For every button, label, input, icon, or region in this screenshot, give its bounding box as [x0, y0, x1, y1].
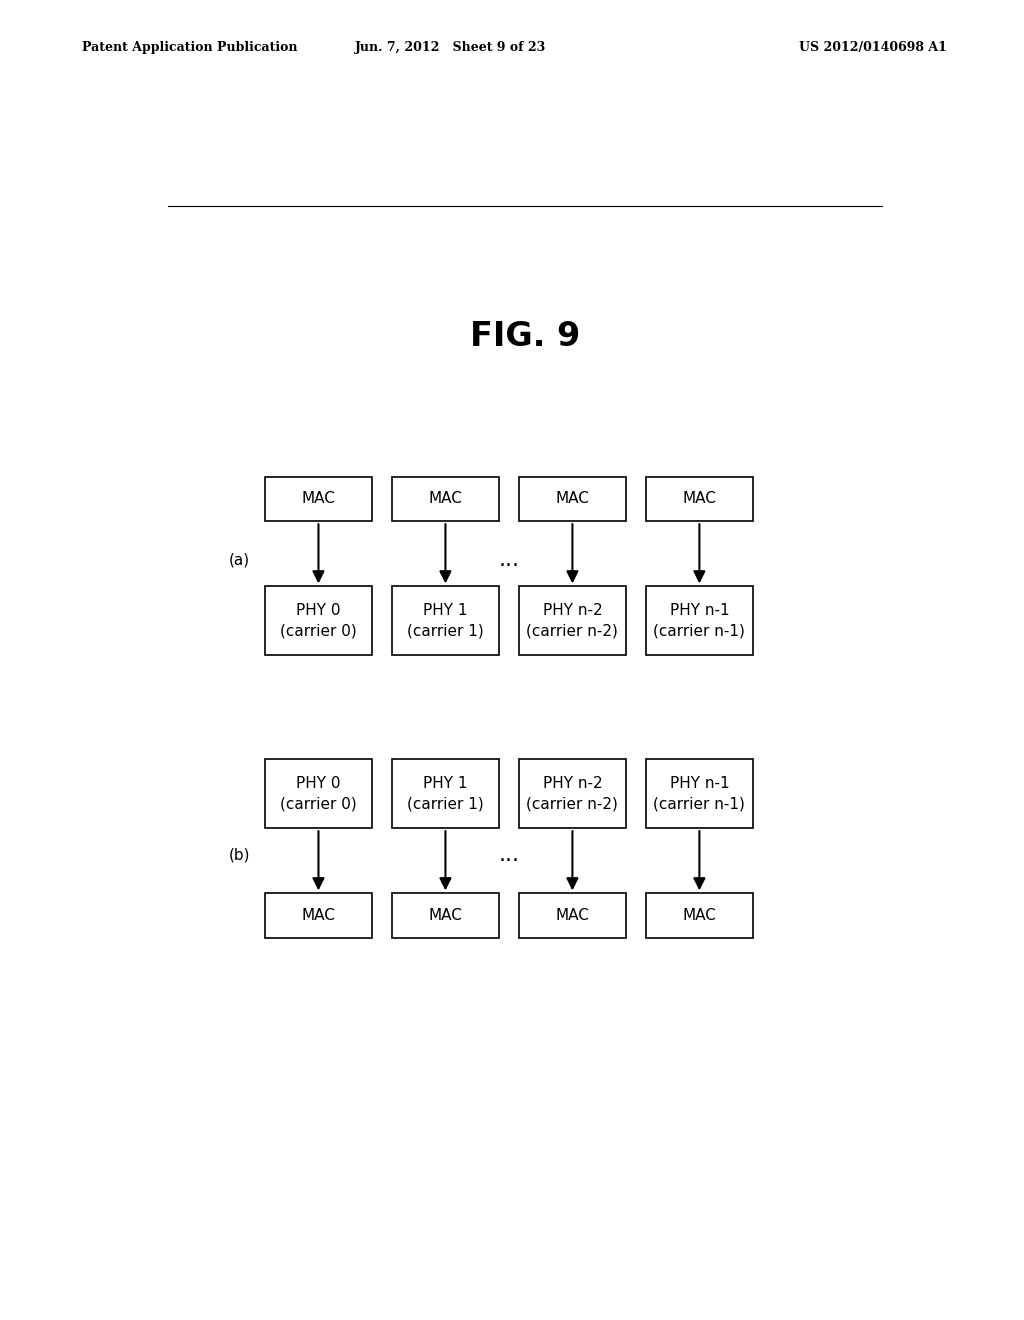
FancyBboxPatch shape [392, 586, 499, 656]
FancyBboxPatch shape [519, 894, 626, 939]
FancyBboxPatch shape [519, 586, 626, 656]
Text: (b): (b) [228, 847, 250, 862]
FancyBboxPatch shape [646, 586, 753, 656]
FancyBboxPatch shape [265, 477, 372, 521]
Text: MAC: MAC [428, 491, 463, 507]
Text: MAC: MAC [301, 491, 336, 507]
Text: ...: ... [499, 845, 519, 865]
FancyBboxPatch shape [646, 894, 753, 939]
Text: PHY 0
(carrier 0): PHY 0 (carrier 0) [281, 603, 356, 639]
Text: PHY n-2
(carrier n-2): PHY n-2 (carrier n-2) [526, 603, 618, 639]
FancyBboxPatch shape [392, 894, 499, 939]
FancyBboxPatch shape [519, 477, 626, 521]
Text: MAC: MAC [301, 908, 336, 923]
Text: PHY 1
(carrier 1): PHY 1 (carrier 1) [408, 603, 483, 639]
Text: PHY 0
(carrier 0): PHY 0 (carrier 0) [281, 776, 356, 810]
Text: MAC: MAC [555, 908, 590, 923]
Text: (a): (a) [228, 552, 250, 568]
FancyBboxPatch shape [392, 477, 499, 521]
Text: MAC: MAC [682, 908, 717, 923]
Text: MAC: MAC [428, 908, 463, 923]
FancyBboxPatch shape [265, 586, 372, 656]
Text: PHY n-2
(carrier n-2): PHY n-2 (carrier n-2) [526, 776, 618, 810]
FancyBboxPatch shape [392, 759, 499, 828]
Text: US 2012/0140698 A1: US 2012/0140698 A1 [799, 41, 946, 54]
Text: FIG. 9: FIG. 9 [470, 319, 580, 352]
FancyBboxPatch shape [646, 759, 753, 828]
FancyBboxPatch shape [265, 894, 372, 939]
Text: PHY 1
(carrier 1): PHY 1 (carrier 1) [408, 776, 483, 810]
Text: ...: ... [499, 550, 519, 570]
FancyBboxPatch shape [646, 477, 753, 521]
Text: MAC: MAC [682, 491, 717, 507]
FancyBboxPatch shape [265, 759, 372, 828]
Text: PHY n-1
(carrier n-1): PHY n-1 (carrier n-1) [653, 776, 745, 810]
Text: Patent Application Publication: Patent Application Publication [82, 41, 297, 54]
Text: PHY n-1
(carrier n-1): PHY n-1 (carrier n-1) [653, 603, 745, 639]
FancyBboxPatch shape [519, 759, 626, 828]
Text: MAC: MAC [555, 491, 590, 507]
Text: Jun. 7, 2012   Sheet 9 of 23: Jun. 7, 2012 Sheet 9 of 23 [355, 41, 546, 54]
